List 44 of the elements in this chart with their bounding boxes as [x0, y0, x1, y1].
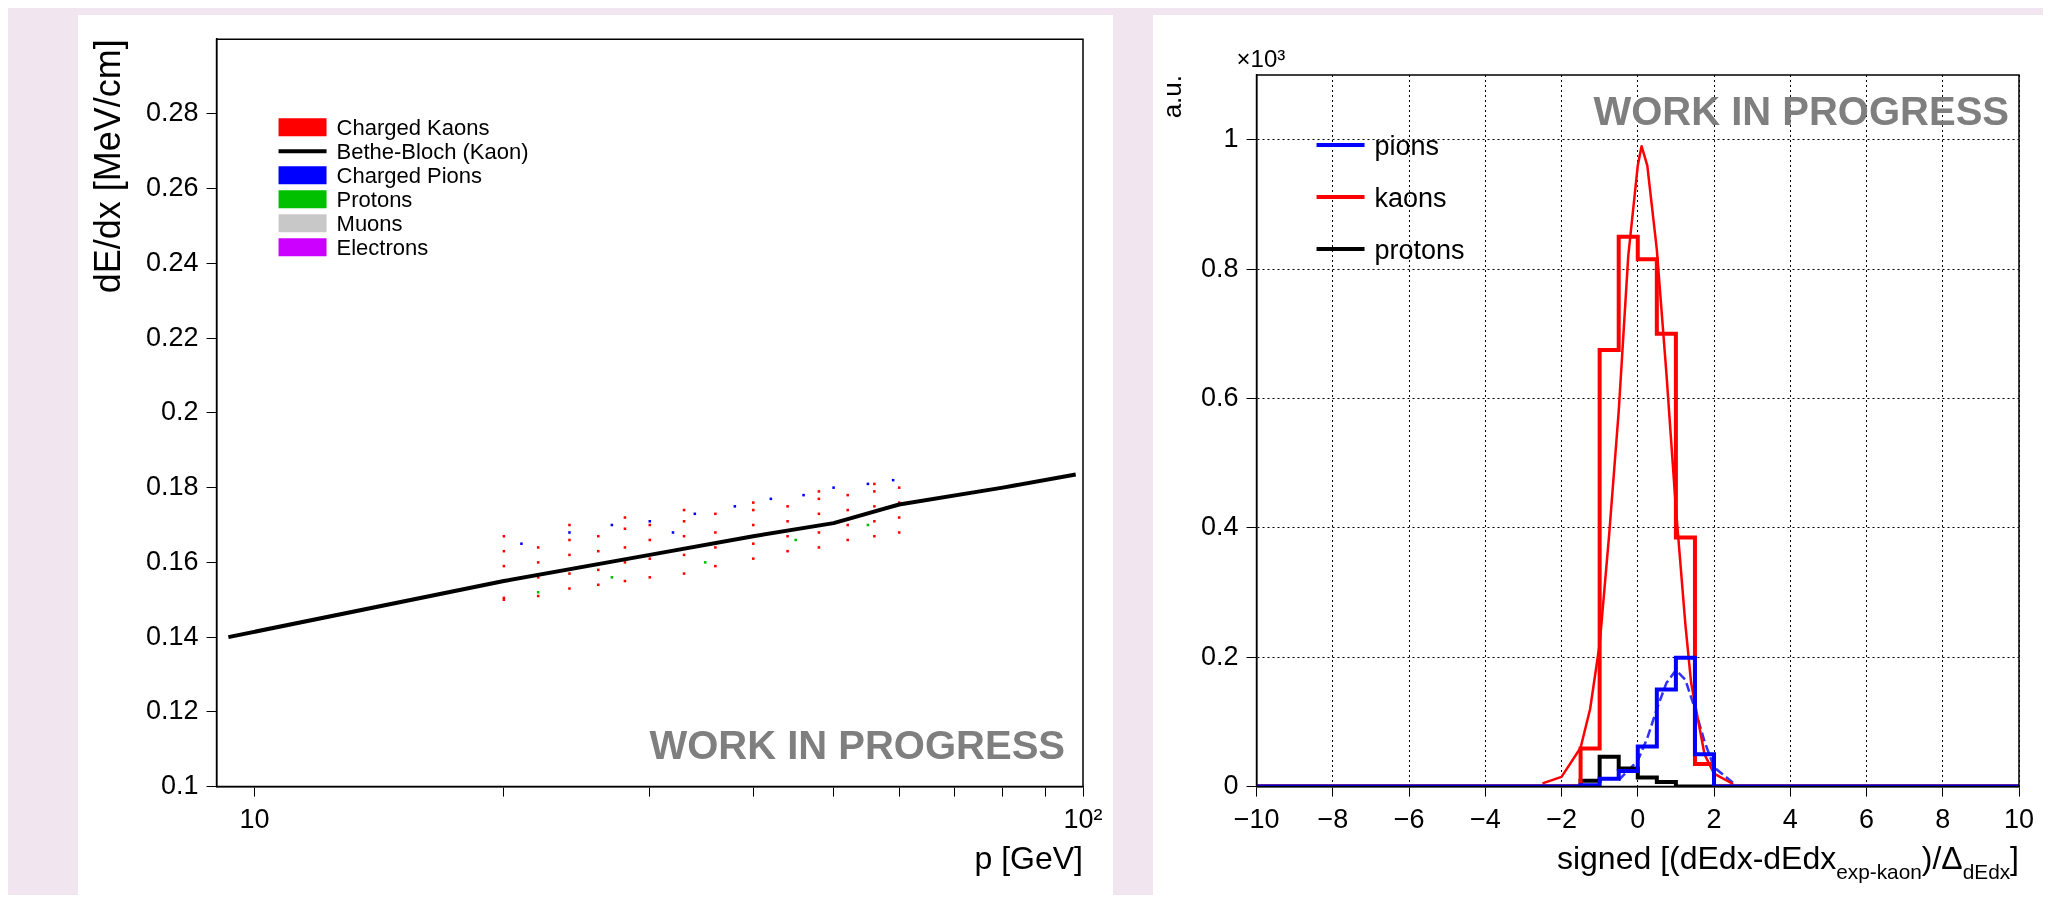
legend-label: Bethe-Bloch (Kaon): [336, 139, 529, 165]
y-axis-title: dE/dx [MeV/cm]: [87, 39, 128, 294]
legend-label: Protons: [336, 187, 413, 213]
y-tick-label: 0: [1223, 770, 1239, 801]
x-tick-label: 10: [239, 804, 270, 835]
x-tick-label: −8: [1317, 804, 1349, 835]
y-tick-label: 0.14: [145, 620, 199, 651]
y-axis-title: a.u.: [1157, 74, 1187, 119]
x-tick-label: 10²: [1063, 804, 1103, 835]
y-tick-label: 0.6: [1200, 381, 1239, 412]
text: ×10³: [1236, 45, 1286, 72]
y-tick-label: 0.16: [145, 545, 199, 576]
x-tick-label: 8: [1935, 804, 1951, 835]
y-tick-label: 0.28: [145, 97, 199, 128]
x-tick-label: 0: [1630, 804, 1646, 835]
y-tick-label: 0.24: [145, 246, 199, 277]
annotation: WORK IN PROGRESS: [649, 722, 1066, 767]
x-tick-label: 10: [2003, 804, 2035, 835]
annotation: WORK IN PROGRESS: [1593, 89, 2010, 133]
x-axis-title: p [GeV]: [974, 840, 1083, 876]
x-tick-label: 4: [1782, 804, 1798, 835]
legend-label: pions: [1374, 130, 1440, 161]
x-tick-label: −6: [1393, 804, 1425, 835]
y-tick-label: 1: [1223, 123, 1239, 154]
y-tick-label: 0.12: [145, 695, 199, 726]
x-tick-label: −10: [1233, 804, 1280, 835]
legend-label: protons: [1374, 234, 1465, 265]
y-tick-label: 0.8: [1200, 252, 1239, 283]
x-tick-label: 2: [1706, 804, 1722, 835]
legend-label: kaons: [1374, 182, 1447, 213]
y-tick-label: 0.1: [161, 770, 199, 801]
y-tick-label: 0.26: [145, 172, 199, 203]
y-tick-label: 0.2: [1200, 640, 1239, 671]
y-tick-label: 0.4: [1200, 511, 1239, 542]
legend-label: Charged Kaons: [336, 115, 490, 141]
x-tick-label: −4: [1469, 804, 1501, 835]
y-tick-label: 0.18: [145, 471, 199, 502]
legend-label: Muons: [336, 211, 403, 237]
legend-label: Electrons: [336, 235, 429, 261]
y-tick-label: 0.2: [161, 396, 199, 427]
y-tick-label: 0.22: [145, 321, 199, 352]
legend-label: Charged Pions: [336, 163, 483, 189]
x-tick-label: −2: [1546, 804, 1577, 835]
x-tick-label: 6: [1858, 804, 1875, 835]
